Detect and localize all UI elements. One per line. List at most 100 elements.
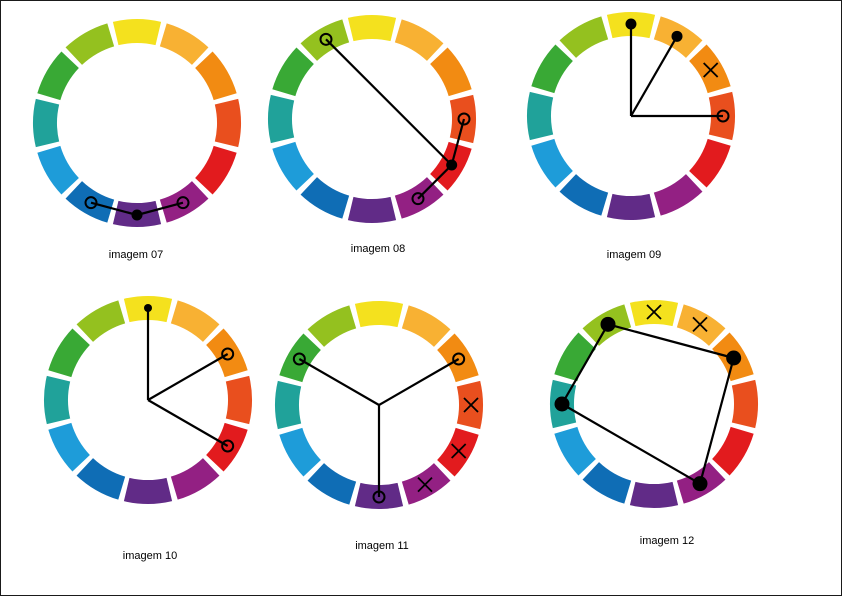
excluded-x-mark — [417, 477, 433, 493]
connector-line — [630, 35, 678, 117]
open-marker — [716, 109, 730, 123]
wheel-segment — [300, 177, 350, 219]
connector-line — [147, 399, 229, 447]
color-wheel-1 — [33, 19, 241, 227]
wheel-segment — [159, 23, 209, 65]
connector-line — [378, 358, 460, 406]
wheel-segment — [307, 463, 357, 505]
dot-marker — [554, 396, 570, 412]
dot-marker — [671, 30, 683, 42]
excluded-x-mark — [646, 304, 662, 320]
wheel-segment — [554, 426, 596, 476]
dot-marker — [692, 476, 708, 492]
connector-line — [417, 164, 453, 200]
wheel-segment — [44, 375, 71, 425]
wheel-segment — [195, 51, 237, 101]
open-marker — [84, 196, 98, 210]
wheel-segment — [37, 145, 79, 195]
wheel-segment — [65, 23, 115, 65]
wheel-segment — [76, 300, 126, 342]
caption-imagem-09: imagem 09 — [606, 249, 662, 261]
dot-marker — [625, 18, 637, 30]
open-marker — [176, 196, 190, 210]
wheel-segment — [354, 301, 404, 328]
open-marker — [452, 352, 466, 366]
dot-marker — [600, 316, 616, 332]
dot-marker — [446, 159, 458, 171]
caption-imagem-12: imagem 12 — [639, 535, 695, 547]
wheel-segment — [65, 181, 115, 223]
wheel-segment — [37, 51, 79, 101]
caption-imagem-08: imagem 08 — [350, 243, 406, 255]
wheel-segment — [394, 19, 444, 61]
dot-marker — [131, 209, 143, 221]
open-marker — [221, 439, 235, 453]
wheel-segment — [112, 19, 162, 46]
caption-imagem-07: imagem 07 — [108, 249, 164, 261]
wheel-segment — [272, 47, 314, 97]
wheel-segment — [531, 44, 573, 94]
wheel-segment — [123, 477, 173, 504]
color-wheel-4 — [44, 296, 252, 504]
wheel-segment — [629, 481, 679, 508]
wheel-segment — [170, 300, 220, 342]
color-wheel-5 — [274, 301, 483, 509]
wheel-segment — [272, 141, 314, 191]
wheel-segment — [531, 138, 573, 188]
wheel-segment — [401, 305, 451, 347]
wheel-segment — [48, 422, 90, 472]
wheel-segment — [225, 375, 252, 425]
excluded-x-mark — [703, 62, 719, 78]
wheel-segment — [653, 174, 703, 216]
wheel-segment — [76, 458, 126, 500]
wheel-segment — [267, 94, 295, 144]
wheel-segment — [195, 145, 237, 195]
wheel-segment — [689, 138, 731, 188]
color-wheel-3 — [526, 11, 735, 220]
dot-marker — [144, 304, 152, 312]
dot-marker — [726, 350, 742, 366]
wheel-segment — [48, 328, 90, 378]
wheel-segment — [582, 462, 632, 504]
connector-lines — [298, 358, 460, 497]
wheel-segment — [170, 458, 220, 500]
wheel-segment — [347, 196, 397, 223]
wheel-segment — [33, 98, 60, 148]
wheel-segment — [279, 427, 321, 477]
connector-line — [147, 353, 229, 401]
open-marker — [319, 32, 333, 46]
wheel-segment — [559, 174, 609, 216]
wheel-segment — [347, 14, 397, 42]
excluded-x-mark — [692, 316, 708, 332]
wheel-segment — [206, 422, 248, 472]
caption-imagem-10: imagem 10 — [122, 550, 178, 562]
caption-imagem-11: imagem 11 — [355, 540, 409, 552]
wheel-segment — [307, 305, 357, 347]
wheel-segment — [559, 16, 609, 58]
open-marker — [292, 352, 306, 366]
wheel-segment — [214, 98, 241, 148]
wheel-segment — [274, 380, 302, 430]
connector-line — [298, 358, 380, 406]
wheel-segment — [554, 332, 596, 382]
wheel-segment — [206, 328, 248, 378]
wheel-segment — [430, 47, 472, 97]
wheel-segment — [279, 333, 321, 383]
excluded-x-mark — [463, 397, 479, 413]
connector-lines — [629, 24, 723, 118]
wheel-segment — [526, 91, 554, 141]
open-marker — [372, 490, 386, 504]
color-wheel-2 — [267, 14, 477, 223]
connector-lines — [146, 308, 229, 447]
color-wheel-6 — [550, 300, 758, 508]
wheel-segment — [159, 181, 209, 223]
wheel-segment — [731, 379, 758, 429]
open-marker — [411, 192, 425, 206]
open-marker — [457, 112, 471, 126]
excluded-x-mark — [451, 443, 467, 459]
wheel-segment — [300, 19, 350, 61]
open-marker — [221, 347, 235, 361]
wheel-segment — [606, 193, 656, 220]
wheel-segment — [437, 333, 479, 383]
